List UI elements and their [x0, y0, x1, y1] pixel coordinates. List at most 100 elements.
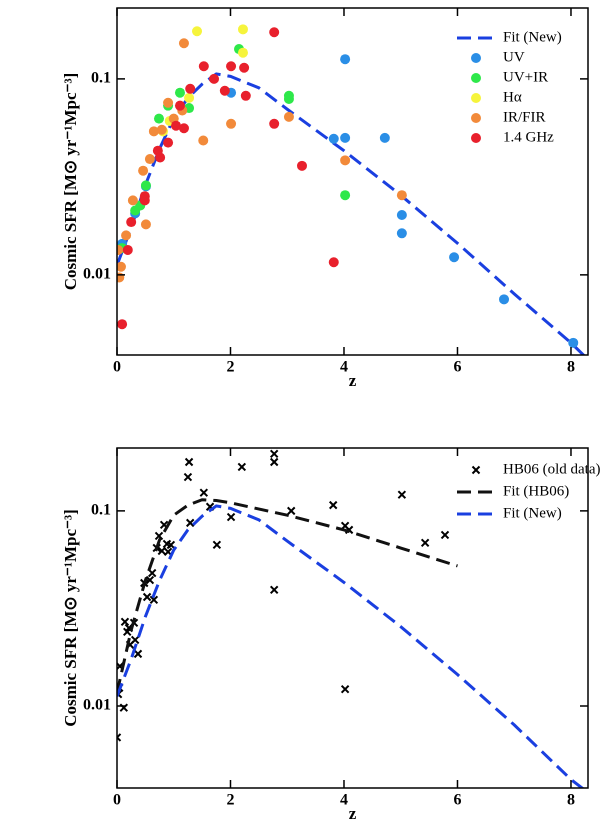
- data-point: [148, 126, 159, 137]
- data-point: [199, 488, 209, 497]
- data-point: [183, 472, 193, 482]
- legend-label: Fit (New): [503, 29, 562, 45]
- data-point: [212, 540, 222, 550]
- legend-label: Fit (New): [503, 505, 562, 521]
- data-point: [140, 180, 151, 191]
- x-tick-label: 6: [453, 792, 461, 809]
- data-point: [121, 230, 132, 241]
- data-point: [178, 38, 189, 49]
- data-point: [133, 649, 143, 659]
- data-point: [117, 244, 124, 255]
- data-point: [328, 257, 339, 268]
- data-point: [568, 337, 579, 348]
- data-point: [239, 62, 250, 73]
- data-point: [126, 217, 137, 228]
- legend-label: Hα: [503, 89, 522, 105]
- legend-marker: [471, 113, 481, 123]
- legend-marker: [471, 133, 481, 143]
- data-point: [140, 219, 151, 230]
- data-point: [269, 118, 280, 129]
- fit-line: [117, 72, 586, 355]
- data-point: [142, 592, 152, 602]
- data-point: [219, 85, 230, 96]
- data-point: [185, 83, 196, 94]
- data-point: [237, 462, 247, 472]
- data-point: [174, 100, 185, 111]
- data-point: [240, 90, 251, 101]
- plot-area: [117, 449, 585, 788]
- data-point: [237, 24, 248, 35]
- y-tick-label: 0.1: [91, 70, 111, 87]
- data-point: [340, 132, 351, 143]
- data-point: [209, 73, 220, 84]
- data-point: [237, 47, 248, 58]
- legend-label: 1.4 GHz: [503, 129, 554, 145]
- legend-label: IR/FIR: [503, 109, 546, 125]
- data-point: [138, 165, 149, 176]
- data-point: [269, 449, 279, 459]
- y-axis-label: Cosmic SFR [M⊙ yr⁻¹Mpc⁻³]: [61, 73, 80, 291]
- x-tick-label: 0: [113, 359, 121, 376]
- data-point: [283, 93, 294, 104]
- data-point: [226, 118, 237, 129]
- data-point: [127, 195, 138, 206]
- x-tick-label: 6: [453, 359, 461, 376]
- data-point: [198, 61, 209, 72]
- y-tick-label: 0.1: [91, 502, 111, 519]
- x-tick-label: 0: [113, 792, 121, 809]
- legend-marker: [471, 73, 481, 83]
- data-point: [396, 190, 407, 201]
- data-point: [156, 124, 167, 135]
- x-tick-label: 8: [567, 792, 575, 809]
- data-point: [117, 319, 128, 330]
- data-point: [340, 155, 351, 166]
- data-point: [178, 123, 189, 134]
- data-point: [192, 26, 203, 37]
- data-point: [184, 92, 195, 103]
- legend-label: HB06 (old data): [503, 461, 600, 477]
- fit-line: [117, 498, 458, 694]
- data-point: [396, 228, 407, 239]
- data-point: [397, 490, 407, 499]
- y-axis-label: Cosmic SFR [M⊙ yr⁻¹Mpc⁻³]: [61, 509, 80, 727]
- data-point: [269, 585, 279, 595]
- x-axis-label: z: [349, 804, 357, 823]
- x-axis-label: z: [349, 371, 357, 390]
- y-tick-label: 0.01: [83, 697, 111, 714]
- data-point: [157, 546, 167, 556]
- data-point: [171, 120, 182, 131]
- data-point: [117, 733, 122, 742]
- data-point: [117, 272, 125, 283]
- data-point: [198, 135, 209, 146]
- data-point: [139, 195, 150, 206]
- data-point: [396, 210, 407, 221]
- data-point: [269, 27, 280, 38]
- data-point: [340, 54, 351, 65]
- data-point: [287, 506, 296, 516]
- x-tick-label: 2: [226, 359, 234, 376]
- legend-label: UV+IR: [503, 69, 548, 85]
- x-tick-label: 8: [567, 359, 575, 376]
- data-point: [328, 500, 338, 510]
- data-point: [149, 595, 159, 605]
- x-tick-label: 2: [226, 792, 234, 809]
- data-point: [185, 518, 195, 528]
- data-point: [120, 617, 130, 627]
- x-tick-label: 4: [340, 792, 348, 809]
- legend-label: Fit (HB06): [503, 483, 569, 499]
- legend-label: UV: [503, 49, 525, 65]
- data-point: [155, 152, 166, 163]
- data-point: [130, 635, 140, 645]
- data-point: [154, 531, 164, 541]
- data-point: [340, 684, 350, 694]
- data-point: [145, 575, 155, 585]
- data-point: [226, 512, 236, 522]
- legend-marker: [471, 53, 481, 63]
- y-tick-label: 0.01: [83, 266, 111, 283]
- data-point: [340, 190, 351, 201]
- data-point: [184, 457, 194, 467]
- data-point: [440, 530, 450, 540]
- plot-area: [117, 24, 586, 355]
- data-point: [163, 97, 174, 108]
